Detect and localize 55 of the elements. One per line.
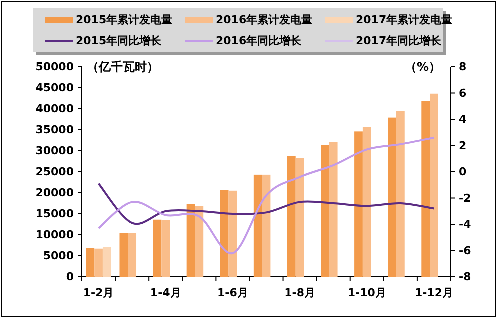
y-tick-label: 20000 <box>36 186 74 200</box>
bar <box>195 206 204 277</box>
bar <box>329 142 338 277</box>
y2-tick-label: -2 <box>459 192 472 205</box>
bar <box>354 132 363 277</box>
y2-tick-label: -8 <box>459 270 472 284</box>
y2-tick-label: 0 <box>459 166 467 178</box>
bar <box>287 156 296 277</box>
y2-tick-label: -6 <box>459 244 472 258</box>
bar <box>162 220 170 277</box>
y-tick-label: 35000 <box>36 124 74 136</box>
bar <box>220 190 229 277</box>
bar <box>296 158 304 277</box>
x-tick-label: 1-2月 <box>83 286 114 300</box>
legend-label: 2015年同比增长 <box>76 34 163 48</box>
x-tick-label: 1-4月 <box>150 286 182 300</box>
legend-label: 2016年同比增长 <box>216 34 303 48</box>
bar <box>321 145 330 277</box>
legend-label: 2015年累计发电量 <box>76 14 173 26</box>
bar <box>388 118 396 277</box>
y2-tick-label: 4 <box>459 113 467 126</box>
legend-label: 2017年累计发电量 <box>356 14 453 26</box>
bar <box>430 94 438 277</box>
bar <box>153 220 162 277</box>
y-tick-label: 40000 <box>36 102 74 116</box>
y2-axis-title: （%） <box>404 60 441 74</box>
x-tick-label: 1-12月 <box>414 286 454 300</box>
y-tick-label: 30000 <box>36 144 74 158</box>
y-tick-label: 45000 <box>36 82 74 94</box>
bar <box>396 111 405 277</box>
bar <box>262 174 271 277</box>
legend-label: 2016年累计发电量 <box>216 14 313 26</box>
bar <box>362 127 372 277</box>
y-tick-label: 0 <box>66 270 74 284</box>
y2-tick-label: 6 <box>459 86 467 100</box>
bar <box>186 204 196 277</box>
bar <box>422 101 430 277</box>
bar <box>120 233 128 277</box>
bar <box>254 174 262 277</box>
bar <box>228 190 238 277</box>
y-axis-title: （亿千瓦时） <box>87 60 159 74</box>
y2-tick-label: 8 <box>459 60 467 74</box>
y-tick-label: 50000 <box>36 60 74 74</box>
x-tick-label: 1-6月 <box>218 286 248 300</box>
y-tick-label: 25000 <box>36 166 74 178</box>
x-tick-label: 1-10月 <box>348 286 386 300</box>
x-tick-label: 1-8月 <box>284 286 316 300</box>
bar <box>128 233 137 277</box>
legend-label: 2017年同比增长 <box>356 34 443 48</box>
bar <box>86 248 95 277</box>
y-tick-label: 5000 <box>43 250 74 262</box>
y-tick-label: 10000 <box>36 228 74 242</box>
y-tick-label: 15000 <box>36 208 74 220</box>
y2-tick-label: -4 <box>459 218 472 231</box>
y2-tick-label: 2 <box>459 139 467 152</box>
